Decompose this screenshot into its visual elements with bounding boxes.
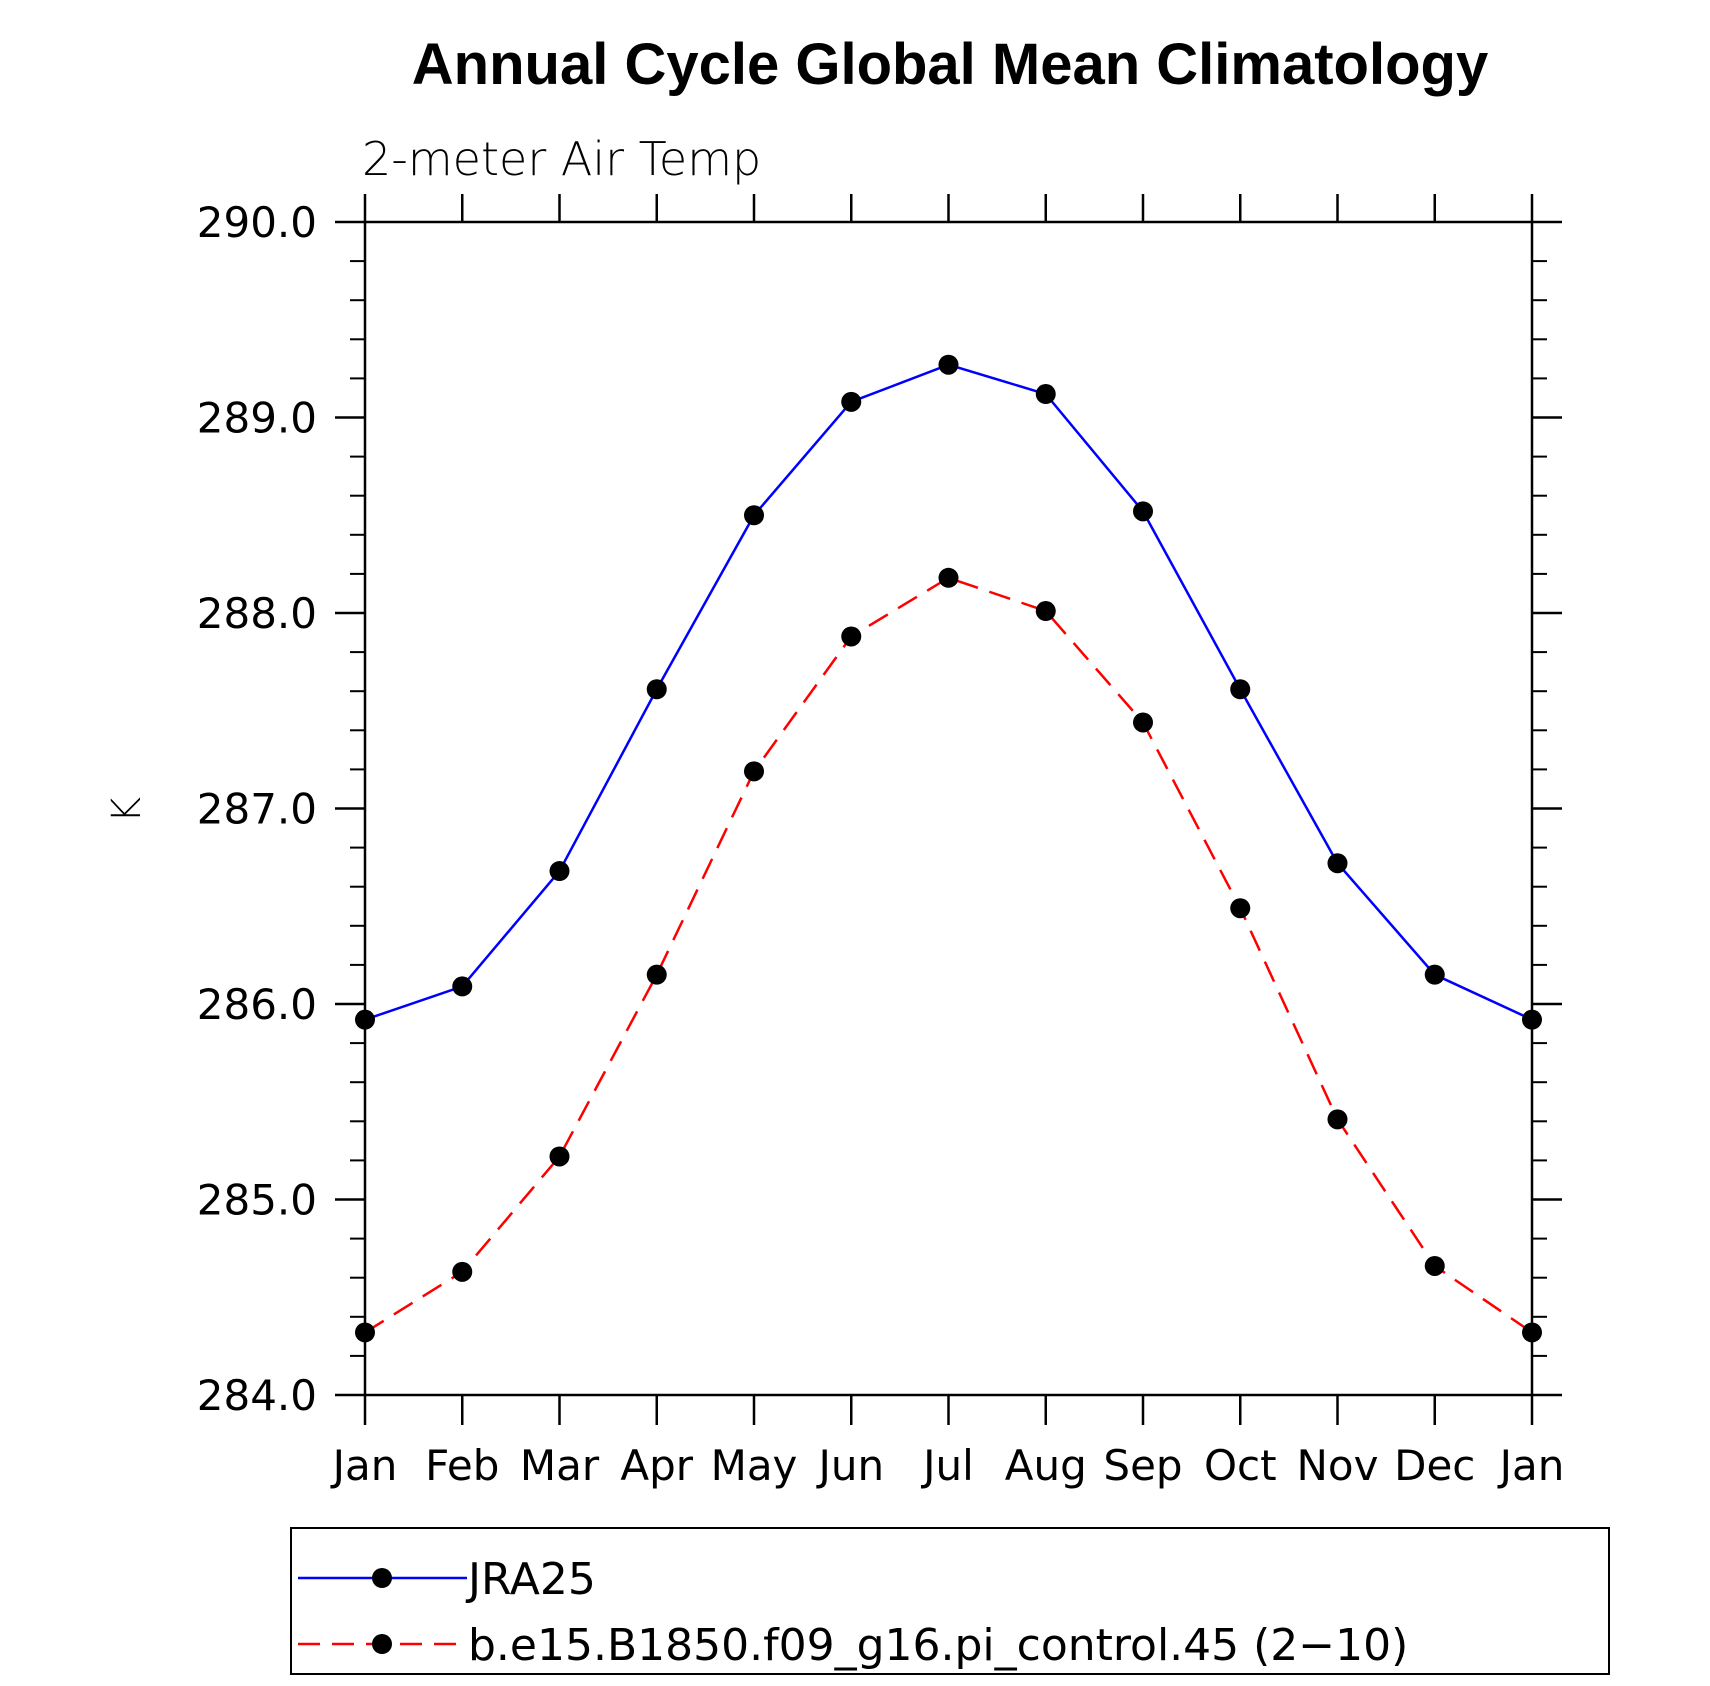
x-tick-label: Jan bbox=[1497, 1441, 1565, 1490]
data-point-s2-4 bbox=[646, 964, 667, 985]
x-tick-label: Nov bbox=[1297, 1441, 1379, 1490]
legend-label-1: JRA25 bbox=[465, 1554, 596, 1605]
y-tick-label: 284.0 bbox=[197, 1371, 317, 1420]
legend: JRA25 b.e15.B1850.f09_g16.pi_control.45 (… bbox=[290, 1527, 1610, 1675]
x-tick-label: May bbox=[711, 1441, 798, 1490]
y-axis-label: K bbox=[104, 797, 150, 823]
y-tick-label: 289.0 bbox=[197, 394, 317, 443]
x-tick-label: Oct bbox=[1204, 1441, 1277, 1490]
x-tick-label: Sep bbox=[1103, 1441, 1182, 1490]
data-point-s1-5 bbox=[744, 505, 764, 526]
y-tick-label: 287.0 bbox=[197, 785, 317, 834]
data-point-s1-6 bbox=[841, 391, 862, 412]
data-point-s2-1 bbox=[355, 1322, 375, 1343]
data-point-s1-7 bbox=[938, 354, 959, 375]
data-point-s2-2 bbox=[452, 1261, 473, 1282]
data-point-s1-12 bbox=[1424, 964, 1445, 985]
data-point-s1-8 bbox=[1035, 384, 1056, 405]
x-tick-label: Feb bbox=[425, 1441, 499, 1490]
x-tick-label: Jun bbox=[815, 1441, 884, 1490]
data-point-s2-7 bbox=[938, 567, 959, 588]
x-tick-label: Mar bbox=[520, 1441, 600, 1490]
data-point-s2-10 bbox=[1230, 898, 1251, 919]
data-point-s2-13 bbox=[1522, 1322, 1542, 1343]
data-point-s1-4 bbox=[646, 679, 667, 700]
data-point-s2-12 bbox=[1424, 1255, 1445, 1276]
data-point-s1-11 bbox=[1327, 853, 1348, 874]
data-point-s1-9 bbox=[1133, 501, 1153, 522]
data-point-s1-3 bbox=[549, 861, 570, 882]
chart-subtitle: 2-meter Air Temp bbox=[362, 132, 761, 186]
data-point-s1-10 bbox=[1230, 679, 1251, 700]
legend-marker-2 bbox=[372, 1634, 392, 1654]
x-tick-label: Jan bbox=[330, 1441, 398, 1490]
x-tick-label: Jul bbox=[920, 1441, 974, 1490]
y-tick-label: 290.0 bbox=[197, 198, 317, 247]
axes: Jan Feb Mar Apr May Jun Jul Aug Sep Oct Nov Dec Jan 2… bbox=[197, 194, 1565, 1490]
legend-label-2: b.e15.B1850.f09_g16.pi_control.45 (2−10) bbox=[468, 1620, 1408, 1671]
data-point-s2-11 bbox=[1327, 1109, 1348, 1130]
data-point-s2-6 bbox=[841, 626, 862, 647]
data-point-s1-13 bbox=[1522, 1009, 1542, 1030]
data-point-s2-9 bbox=[1133, 712, 1153, 733]
y-tick-label: 285.0 bbox=[197, 1176, 317, 1225]
data-point-s2-3 bbox=[549, 1146, 570, 1167]
y-tick-label: 288.0 bbox=[197, 589, 317, 638]
x-tick-label: Dec bbox=[1394, 1441, 1475, 1490]
chart-title: Annual Cycle Global Mean Climatology bbox=[412, 32, 1488, 97]
x-tick-label: Aug bbox=[1005, 1441, 1087, 1490]
legend-box bbox=[290, 1527, 1610, 1675]
data-markers bbox=[355, 354, 1542, 1343]
y-tick-label: 286.0 bbox=[197, 980, 317, 1029]
data-point-s2-8 bbox=[1035, 601, 1056, 622]
data-point-s1-2 bbox=[452, 976, 473, 997]
data-point-s1-1 bbox=[355, 1009, 375, 1030]
x-tick-label: Apr bbox=[620, 1441, 693, 1490]
legend-marker-1 bbox=[372, 1568, 392, 1588]
data-point-s2-5 bbox=[744, 761, 764, 782]
